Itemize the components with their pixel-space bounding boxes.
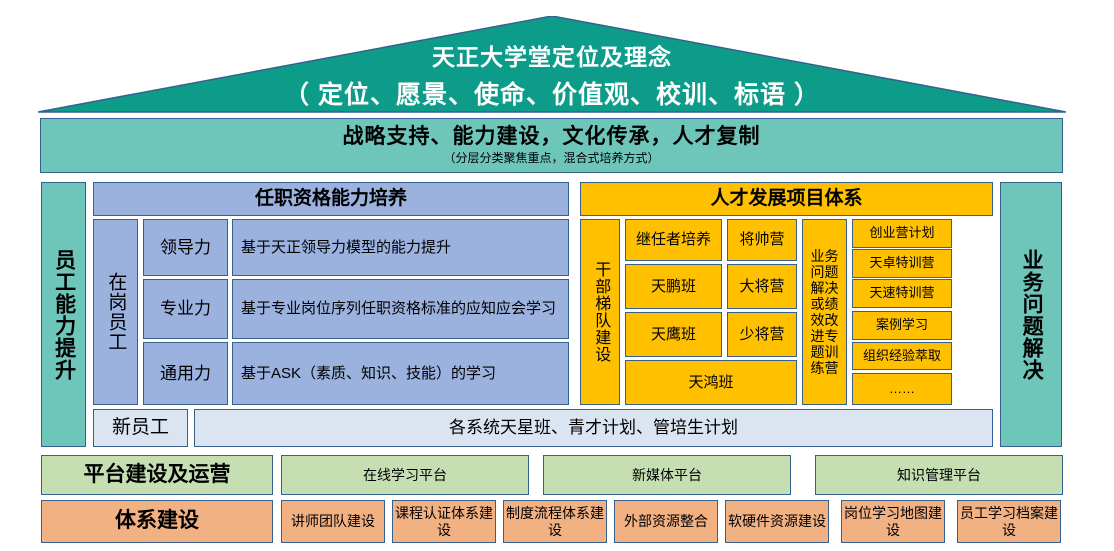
system-row-label: 体系建设 xyxy=(41,500,273,543)
talent-item-tianpeng: 天鹏班 xyxy=(625,264,722,309)
program-item-ellipsis: …… xyxy=(852,373,952,405)
strategy-band-sub: （分层分类聚焦重点，混合式培养方式） xyxy=(443,151,660,166)
program-item-experience-extraction: 组织经验萃取 xyxy=(852,342,952,370)
talent-panel-title: 人才发展项目体系 xyxy=(580,182,993,216)
platform-row-label: 平台建设及运营 xyxy=(41,455,273,495)
talent-item-tianhong: 天鸿班 xyxy=(625,360,797,405)
side-column-left: 员工能力提升 xyxy=(41,182,86,447)
system-item-trainer-team: 讲师团队建设 xyxy=(281,500,385,543)
platform-item-knowledge-management: 知识管理平台 xyxy=(815,455,1063,495)
cadre-echelon-label: 干部梯队建设 xyxy=(580,219,620,405)
roof-shape xyxy=(38,16,1066,116)
side-column-right: 业务问题解决 xyxy=(1000,182,1062,447)
strategy-band: 战略支持、能力建设，文化传承，人才复制 （分层分类聚焦重点，混合式培养方式） xyxy=(40,118,1063,173)
platform-item-online-learning: 在线学习平台 xyxy=(281,455,529,495)
platform-item-new-media: 新媒体平台 xyxy=(543,455,791,495)
capability-general: 通用力 xyxy=(143,342,228,405)
program-item-tianzhuo: 天卓特训营 xyxy=(852,249,952,278)
system-item-hardware-software: 软硬件资源建设 xyxy=(725,500,829,543)
system-item-learning-map: 岗位学习地图建设 xyxy=(841,500,945,543)
program-item-case-study: 案例学习 xyxy=(852,311,952,340)
capability-professional-desc: 基于专业岗位序列任职资格标准的应知应会学习 xyxy=(232,279,569,339)
capability-leadership: 领导力 xyxy=(143,219,228,276)
talent-item-successor: 继任者培养 xyxy=(625,219,722,261)
talent-item-dajiang: 大将营 xyxy=(727,264,797,309)
capability-general-desc: 基于ASK（素质、知识、技能）的学习 xyxy=(232,342,569,405)
capability-professional: 专业力 xyxy=(143,279,228,339)
talent-item-jiangshuai: 将帅营 xyxy=(727,219,797,261)
talent-item-shaojiang: 少将营 xyxy=(727,312,797,357)
strategy-band-main: 战略支持、能力建设，文化传承，人才复制 xyxy=(342,125,761,149)
system-item-process-system: 制度流程体系建设 xyxy=(503,500,607,543)
on-job-employee-label: 在岗员工 xyxy=(93,219,138,405)
system-item-learning-archive: 员工学习档案建设 xyxy=(957,500,1061,543)
program-item-startup: 创业营计划 xyxy=(852,219,952,248)
system-item-external-resources: 外部资源整合 xyxy=(614,500,718,543)
capability-leadership-desc: 基于天正领导力模型的能力提升 xyxy=(232,219,569,276)
new-employee-programs: 各系统天星班、青才计划、管培生计划 xyxy=(194,409,993,447)
system-item-course-certification: 课程认证体系建设 xyxy=(392,500,496,543)
talent-item-tianying: 天鹰班 xyxy=(625,312,722,357)
new-employee-label: 新员工 xyxy=(93,409,188,447)
business-topic-camp-label: 业务问题解决或绩效改进专题训练营 xyxy=(802,219,847,405)
qualification-panel-title: 任职资格能力培养 xyxy=(93,182,569,216)
program-item-tiansu: 天速特训营 xyxy=(852,279,952,308)
